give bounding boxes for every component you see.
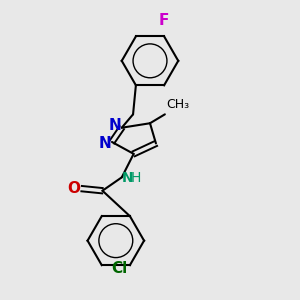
Text: H: H bbox=[131, 171, 141, 185]
Text: CH₃: CH₃ bbox=[166, 98, 190, 111]
Text: O: O bbox=[68, 181, 80, 196]
Text: N: N bbox=[108, 118, 121, 134]
Text: F: F bbox=[159, 13, 169, 28]
Text: N: N bbox=[98, 136, 111, 151]
Text: Cl: Cl bbox=[111, 261, 128, 276]
Text: N: N bbox=[122, 171, 134, 185]
